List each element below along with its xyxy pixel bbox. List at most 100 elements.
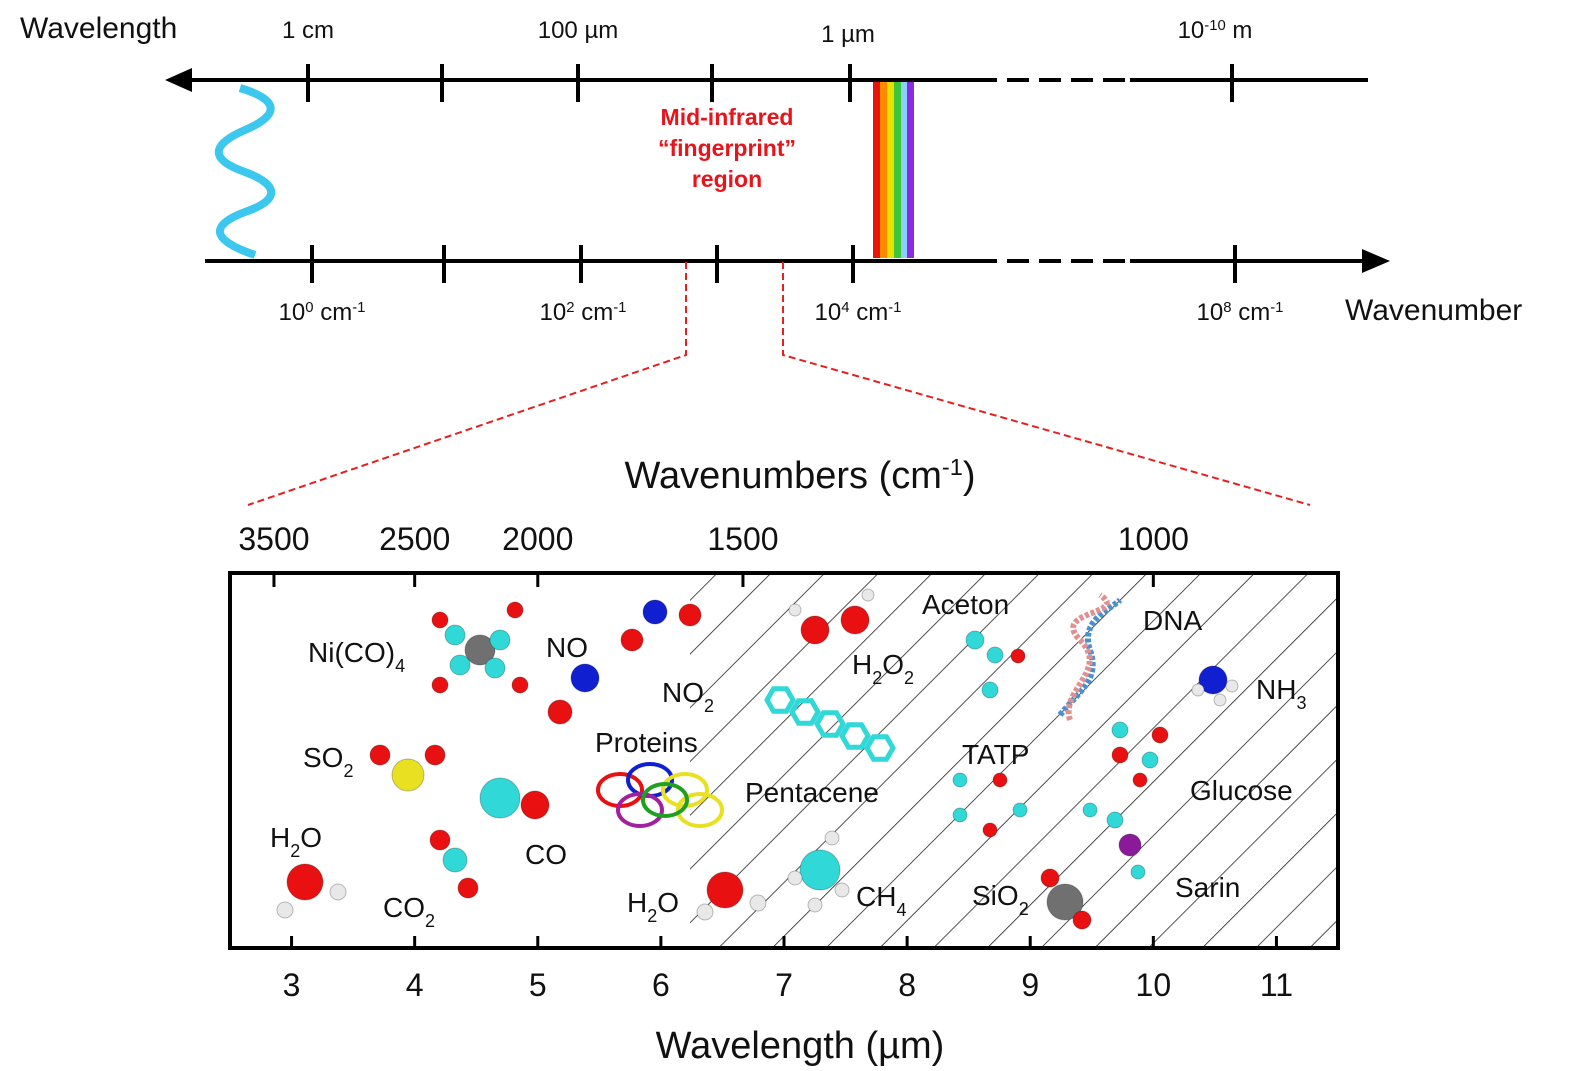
wavelength-tick-label-part: 1 cm <box>282 17 334 44</box>
scale-ticks <box>306 64 1237 283</box>
wavenumber-tick-label-part: 4 <box>841 300 849 316</box>
molecules: Ni(CO)4NONO2H2O2AcetonDNANH3SO2ProteinsP… <box>270 588 1306 931</box>
radio-wave <box>214 84 276 259</box>
atom <box>276 901 294 919</box>
atom <box>861 588 875 602</box>
molecule-label: Sarin <box>1175 872 1240 903</box>
protein-part <box>641 782 689 818</box>
atom <box>678 603 702 627</box>
atom <box>1213 693 1227 707</box>
atom <box>965 630 985 650</box>
atom <box>442 847 468 873</box>
label-subscript: 4 <box>896 900 906 920</box>
wavenumber-tick-label-part: -1 <box>1270 300 1283 316</box>
protein-part <box>616 792 664 828</box>
wavenumber-tick-label-part: cm <box>575 299 614 326</box>
label-part: Sarin <box>1175 872 1240 903</box>
label-part: NH <box>1256 674 1296 705</box>
atom <box>952 807 968 823</box>
molecule-label: SiO2 <box>972 880 1029 919</box>
label-subscript: 2 <box>704 696 714 716</box>
atom <box>981 681 999 699</box>
bottom-tick-label: 3 <box>283 967 301 1003</box>
wavenumber-tick-label: 104 cm-1 <box>815 299 902 326</box>
molecule-label: NO <box>546 632 588 663</box>
atom <box>1132 772 1148 788</box>
zoom-lines <box>247 262 1311 506</box>
bottom-tick-label: 11 <box>1260 967 1293 1003</box>
bottom-tick-label: 6 <box>652 967 670 1003</box>
atom <box>1010 648 1026 664</box>
wavelength-tick-label: 10-10 m <box>1178 17 1253 44</box>
label-part: CO <box>383 892 425 923</box>
atom <box>1046 883 1084 921</box>
molecule-label: DNA <box>1143 605 1202 636</box>
label-part: NO <box>662 677 704 708</box>
wavenumber-label: Wavenumber <box>1345 294 1522 327</box>
molecule-label: H2O <box>627 887 679 926</box>
molecule-label: H2O2 <box>852 649 914 688</box>
atom <box>444 624 466 646</box>
atom <box>824 830 840 846</box>
label-part: H <box>627 887 647 918</box>
atom <box>706 871 744 909</box>
atom <box>286 863 324 901</box>
label-subscript: 2 <box>343 761 353 781</box>
molecule-label: Proteins <box>595 727 698 758</box>
atom <box>749 894 767 912</box>
pentacene-ring <box>764 686 796 714</box>
top-tick-label: 2500 <box>379 521 450 557</box>
atom <box>986 646 1004 664</box>
wavenumber-tick-label: 108 cm-1 <box>1197 299 1284 326</box>
region-line: region <box>692 166 762 192</box>
wavenumber-tick-label-part: 8 <box>1223 300 1231 316</box>
wavelength-tick-label-part: -10 <box>1204 18 1226 34</box>
atom <box>620 628 644 652</box>
wavenumber-tick-label-part: 10 <box>540 299 567 326</box>
atom <box>489 629 511 651</box>
atom <box>840 605 870 635</box>
bottom-axis-title: Wavelength (µm) <box>656 1025 945 1067</box>
atom <box>1141 751 1159 769</box>
bottom-tick-label: 7 <box>775 967 793 1003</box>
label-subscript: 4 <box>395 656 405 676</box>
label-part: SiO <box>972 880 1019 911</box>
wavenumber-tick-label-part: 10 <box>815 299 842 326</box>
atom <box>1012 802 1028 818</box>
atom <box>1111 746 1129 764</box>
visible-band <box>873 78 914 258</box>
dna-strand <box>1057 597 1123 717</box>
label-part: O <box>657 887 679 918</box>
wavelength-tick-label-part: 10 <box>1178 17 1205 44</box>
wavenumber-tick-label-part: 0 <box>305 300 313 316</box>
region-line: “fingerprint” <box>658 135 796 161</box>
bottom-tick-label: 8 <box>898 967 916 1003</box>
bottom-tick-label: 5 <box>529 967 547 1003</box>
bottom-tick-label: 10 <box>1136 967 1172 1003</box>
wavelength-tick-label-part: 1 µm <box>821 21 875 48</box>
wavenumber-tick-label-part: cm <box>850 299 889 326</box>
hatch-region <box>690 573 1338 948</box>
label-part: Pentacene <box>745 777 879 808</box>
label-part: Aceton <box>922 589 1009 620</box>
atom <box>1040 868 1060 888</box>
molecule-label: H2O <box>270 822 322 861</box>
label-part: CO <box>525 839 567 870</box>
label-subscript: 2 <box>1019 899 1029 919</box>
atom <box>834 882 850 898</box>
atom <box>547 699 573 725</box>
molecule-label: CO <box>525 839 567 870</box>
molecule-label: TATP <box>962 739 1029 770</box>
wavelength-tick-label-part: 100 µm <box>538 17 619 44</box>
wavenumber-tick-label-part: 10 <box>1197 299 1224 326</box>
atom <box>800 615 830 645</box>
top-tick-label: 1500 <box>707 521 778 557</box>
atom <box>520 790 550 820</box>
molecule-label: Pentacene <box>745 777 879 808</box>
atom <box>1111 721 1129 739</box>
label-part: Glucose <box>1190 775 1293 806</box>
top-axis-title-part: Wavenumbers (cm <box>624 455 941 497</box>
top-axis-title: Wavenumbers (cm-1) <box>624 454 975 497</box>
label-part: NO <box>546 632 588 663</box>
atom <box>506 601 524 619</box>
